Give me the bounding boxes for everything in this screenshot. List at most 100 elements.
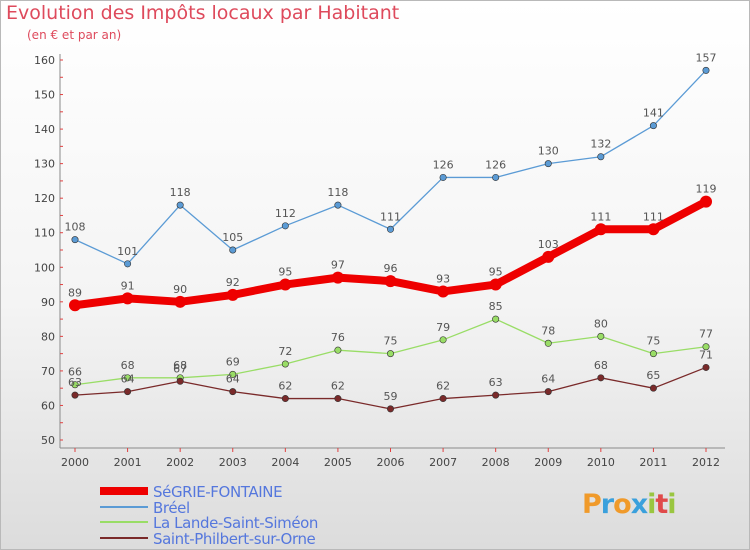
x-tick-label: 2007 — [429, 456, 457, 469]
y-tick-label: 160 — [34, 54, 55, 67]
data-point — [700, 195, 712, 208]
y-tick-label: 70 — [41, 365, 55, 378]
x-tick-label: 2004 — [271, 456, 299, 469]
logo-letter: x — [630, 489, 648, 520]
data-label: 71 — [699, 348, 713, 361]
data-point — [124, 374, 132, 382]
data-label: 101 — [117, 245, 138, 258]
data-label: 78 — [541, 324, 555, 337]
data-label: 92 — [226, 276, 240, 289]
data-label: 103 — [538, 238, 559, 251]
x-tick-label: 2001 — [114, 456, 142, 469]
data-point — [124, 260, 132, 268]
data-point — [492, 173, 500, 181]
data-point — [597, 374, 605, 382]
data-point — [386, 405, 394, 413]
x-tick-label: 2009 — [534, 456, 562, 469]
data-point — [281, 222, 289, 230]
data-label: 112 — [275, 207, 296, 220]
data-label: 68 — [173, 359, 187, 372]
data-point — [439, 336, 447, 344]
data-label: 75 — [384, 335, 398, 348]
y-tick-label: 120 — [34, 192, 55, 205]
data-label: 59 — [384, 390, 398, 403]
data-point — [334, 395, 342, 403]
logo-letter: t — [655, 489, 668, 520]
data-label: 64 — [121, 373, 135, 386]
data-point — [176, 377, 184, 385]
data-label: 105 — [222, 231, 243, 244]
y-tick-label: 60 — [41, 399, 55, 412]
data-point — [544, 339, 552, 347]
data-point — [649, 350, 657, 358]
data-point — [544, 160, 552, 168]
data-point — [279, 278, 292, 291]
y-tick-label: 130 — [34, 158, 55, 171]
data-label: 95 — [489, 266, 503, 279]
legend-label: SéGRIE-FONTAINE — [153, 483, 283, 501]
data-point — [386, 350, 394, 358]
data-point — [439, 395, 447, 403]
data-label: 93 — [436, 272, 450, 285]
legend-label: Saint-Philbert-sur-Orne — [153, 529, 316, 548]
data-label: 69 — [226, 355, 240, 368]
data-point — [386, 225, 394, 233]
data-point — [439, 173, 447, 181]
data-point — [492, 391, 500, 399]
data-point — [281, 360, 289, 368]
data-label: 91 — [121, 279, 135, 292]
data-label: 141 — [643, 107, 664, 120]
x-tick-label: 2002 — [166, 456, 194, 469]
data-label: 130 — [538, 145, 559, 158]
data-label: 118 — [170, 186, 191, 199]
data-point — [647, 223, 660, 236]
data-point — [174, 295, 187, 308]
data-point — [492, 315, 500, 323]
data-point — [702, 343, 710, 351]
data-label: 85 — [489, 300, 503, 313]
data-label: 108 — [65, 221, 86, 234]
legend-swatch — [100, 536, 148, 539]
y-tick-label: 50 — [41, 434, 55, 447]
logo-letter: i — [647, 489, 656, 520]
data-label: 62 — [278, 380, 292, 393]
logo-letter: i — [667, 489, 676, 520]
data-point — [124, 388, 132, 396]
data-label: 62 — [331, 380, 345, 393]
chart-title: Evolution des Impôts locaux par Habitant — [6, 2, 400, 24]
data-point — [334, 346, 342, 354]
data-point — [649, 384, 657, 392]
y-tick-label: 110 — [34, 227, 55, 240]
data-label: 65 — [646, 369, 660, 382]
data-label: 132 — [590, 138, 611, 151]
x-tick-label: 2011 — [639, 456, 667, 469]
y-tick-label: 100 — [34, 261, 55, 274]
data-point — [597, 153, 605, 161]
data-label: 89 — [68, 286, 82, 299]
data-point — [71, 391, 79, 399]
x-tick-label: 2010 — [587, 456, 615, 469]
data-label: 75 — [646, 335, 660, 348]
data-label: 76 — [331, 331, 345, 344]
data-point — [226, 288, 239, 301]
data-label: 119 — [696, 183, 717, 196]
y-tick-label: 80 — [41, 330, 55, 343]
data-point — [331, 271, 344, 284]
data-point — [702, 66, 710, 74]
y-tick-label: 90 — [41, 296, 55, 309]
data-label: 79 — [436, 321, 450, 334]
data-point — [702, 363, 710, 371]
data-point — [229, 388, 237, 396]
data-label: 118 — [327, 186, 348, 199]
data-point — [69, 299, 81, 312]
proxiti-logo: Proxiti — [582, 489, 677, 520]
y-tick-label: 150 — [34, 89, 55, 102]
chart-subtitle: (en € et par an) — [27, 28, 122, 42]
data-label: 67 — [173, 362, 187, 375]
data-point — [594, 223, 607, 236]
data-label: 126 — [433, 158, 454, 171]
data-point — [281, 395, 289, 403]
data-label: 97 — [331, 259, 345, 272]
x-tick-label: 2012 — [692, 456, 720, 469]
